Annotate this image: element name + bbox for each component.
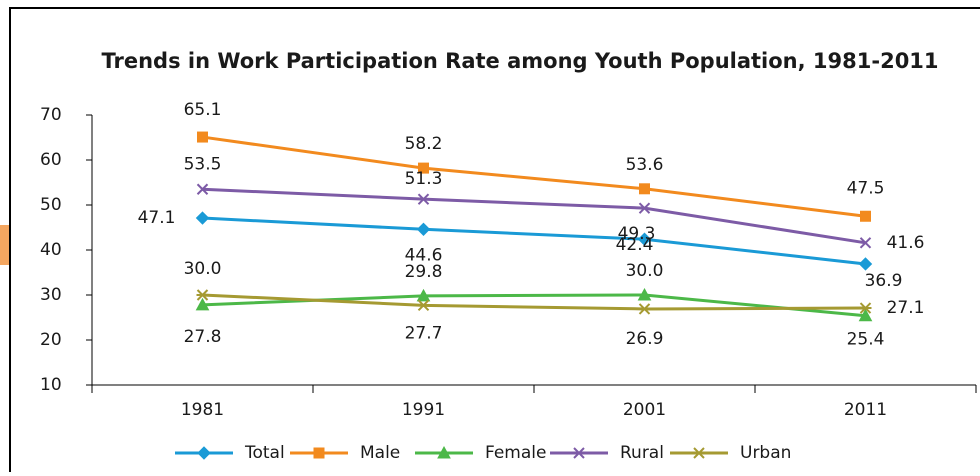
x-tick-label: 1981 [181, 400, 224, 420]
legend-label: Urban [740, 443, 791, 463]
data-label: 44.6 [405, 245, 443, 265]
marker [637, 232, 652, 246]
marker [860, 210, 871, 222]
data-label: 27.7 [405, 323, 443, 343]
marker [195, 297, 210, 311]
data-label: 53.6 [626, 155, 664, 175]
legend-label: Male [360, 443, 400, 463]
chart-title: Trends in Work Participation Rate among … [101, 49, 938, 73]
edge-tab [0, 225, 10, 265]
marker [418, 162, 429, 174]
data-label: 29.8 [405, 262, 443, 282]
y-tick-label: 60 [40, 150, 62, 170]
marker [197, 446, 211, 460]
y-tick-label: 40 [40, 240, 62, 260]
data-label: 36.9 [865, 271, 903, 291]
marker [417, 299, 430, 312]
marker [196, 183, 209, 195]
marker [313, 447, 325, 459]
marker [573, 447, 585, 459]
data-label: 41.6 [887, 233, 925, 253]
marker [197, 131, 208, 143]
marker [859, 237, 872, 249]
data-label: 53.5 [184, 154, 222, 174]
data-label: 26.9 [626, 329, 664, 349]
data-label: 51.3 [405, 169, 443, 189]
line [202, 187, 866, 245]
x-tick-label: 1991 [402, 400, 445, 420]
marker [417, 193, 430, 205]
data-label: 25.4 [847, 330, 885, 350]
data-label: 49.3 [618, 224, 656, 244]
series: 27.8 29.8 30.0 25.4 [184, 261, 885, 350]
marker [195, 211, 210, 225]
marker [637, 287, 652, 301]
data-label: 42.4 [616, 235, 654, 255]
data-label: 65.1 [184, 100, 222, 120]
marker [858, 308, 873, 322]
y-tick-label: 30 [40, 285, 62, 305]
data-label: 27.8 [184, 327, 222, 347]
y-tick-label: 70 [40, 105, 62, 125]
line [202, 216, 866, 266]
line [202, 293, 866, 318]
marker [638, 303, 651, 315]
data-label: 30.0 [626, 261, 664, 281]
y-tick-label: 10 [40, 375, 62, 395]
data-label: 47.5 [847, 178, 885, 198]
marker [638, 202, 651, 214]
y-tick-label: 20 [40, 330, 62, 350]
series: 47.1 44.6 42.4 36.9 [138, 208, 903, 291]
marker [196, 289, 209, 301]
frame [9, 7, 980, 476]
marker [858, 257, 873, 271]
marker [639, 183, 650, 195]
line [202, 293, 866, 311]
data-label: 58.2 [405, 134, 443, 154]
line [202, 135, 866, 218]
marker [437, 445, 451, 459]
marker [859, 302, 872, 314]
data-label: 47.1 [138, 208, 176, 228]
legend-label: Total [244, 443, 285, 463]
series: 30.0 27.7 26.9 27.1 [184, 259, 925, 349]
legend-label: Rural [620, 443, 664, 463]
x-tick-label: 2011 [844, 400, 887, 420]
marker [416, 222, 431, 237]
marker [693, 447, 705, 459]
data-label: 30.0 [184, 259, 222, 279]
x-tick-label: 2001 [623, 400, 666, 420]
y-tick-label: 50 [40, 195, 62, 215]
marker [416, 288, 431, 302]
series: 53.5 51.3 49.3 41.6 [184, 154, 925, 253]
data-label: 27.1 [887, 298, 925, 318]
series: 65.1 58.2 53.6 47.5 [184, 100, 885, 222]
legend-label: Female [485, 443, 546, 463]
